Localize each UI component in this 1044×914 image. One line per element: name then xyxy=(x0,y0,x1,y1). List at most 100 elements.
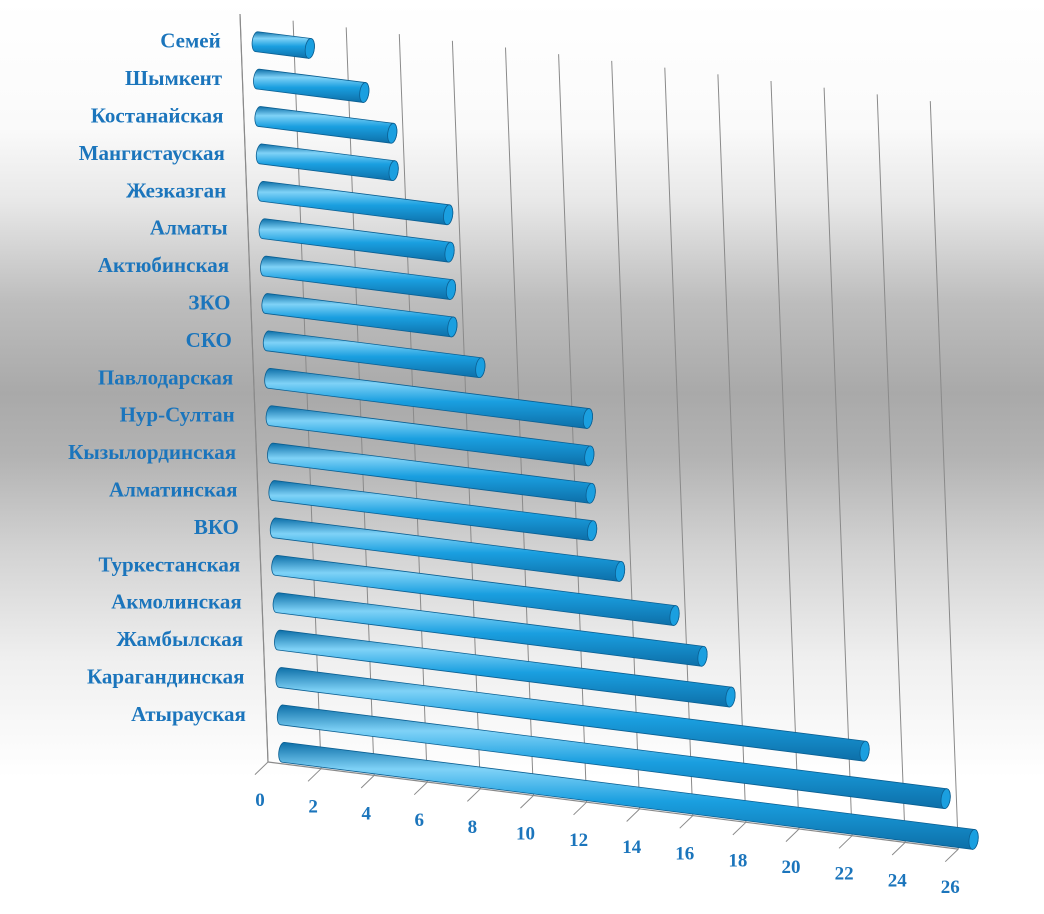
floor-tick xyxy=(732,821,747,836)
bar-cap xyxy=(584,445,595,467)
bar xyxy=(268,480,598,542)
bar xyxy=(276,704,951,809)
gridline xyxy=(823,87,853,836)
bar-cap xyxy=(387,122,398,144)
floor-tick xyxy=(891,842,906,856)
floor-tick xyxy=(254,761,269,775)
x-tick-label: 16 xyxy=(675,844,694,865)
category-label: Нур-Султан xyxy=(120,403,235,427)
bar xyxy=(260,255,456,300)
floor-tick xyxy=(785,828,800,842)
category-label: СКО xyxy=(186,328,232,352)
bar-body xyxy=(255,143,399,181)
bar xyxy=(272,592,708,667)
floor-tick xyxy=(573,801,587,816)
floor-tick xyxy=(626,808,641,822)
floor-tick xyxy=(520,795,534,809)
x-tick-label: 12 xyxy=(569,830,588,851)
bar-cap xyxy=(725,686,736,708)
bar xyxy=(265,405,595,467)
category-label: Атырауская xyxy=(131,702,246,726)
category-label: Костанайская xyxy=(91,104,224,128)
bar-cap xyxy=(447,316,458,338)
bar-body xyxy=(251,31,315,59)
category-label: Алматы xyxy=(150,216,228,240)
gridline xyxy=(876,94,906,843)
x-tick-label: 20 xyxy=(782,857,801,878)
gridline xyxy=(717,74,747,823)
category-label: ВКО xyxy=(194,515,239,539)
bar-cap xyxy=(587,520,598,542)
gridline xyxy=(664,67,694,816)
bar-cap xyxy=(669,605,680,626)
category-label: Шымкент xyxy=(125,66,223,90)
category-label: Алматинская xyxy=(109,478,238,502)
x-tick-label: 8 xyxy=(468,817,478,838)
bar-cap xyxy=(359,82,370,103)
gridline xyxy=(611,60,641,809)
bar-cap xyxy=(582,408,593,429)
bar-cap xyxy=(445,279,456,300)
category-label: Мангистауская xyxy=(79,141,225,165)
category-label: Карагандинская xyxy=(87,665,245,689)
bar xyxy=(269,517,626,582)
bar-cap xyxy=(388,160,399,181)
bar xyxy=(275,667,870,762)
gridline xyxy=(770,80,800,830)
category-label: ЗКО xyxy=(188,291,230,315)
category-label: Семей xyxy=(160,29,220,53)
x-tick-label: 24 xyxy=(888,870,908,891)
floor-tick xyxy=(838,835,853,849)
category-label: Жамбылская xyxy=(116,627,243,651)
category-label: Акмолинская xyxy=(111,590,241,614)
floor-tick xyxy=(307,768,322,782)
x-tick-label: 10 xyxy=(516,824,535,845)
bar xyxy=(278,741,979,850)
bar xyxy=(267,442,596,504)
floor-tick xyxy=(944,848,959,863)
bar-cap xyxy=(444,241,455,263)
bar-cap xyxy=(475,357,486,379)
x-tick-label: 6 xyxy=(415,810,425,831)
x-tick-label: 18 xyxy=(728,850,747,871)
bar xyxy=(254,106,398,144)
category-label: Актюбинская xyxy=(98,253,229,277)
floor-tick xyxy=(360,775,375,789)
bar-cap xyxy=(585,482,596,504)
bar xyxy=(257,180,454,226)
x-tick-label: 26 xyxy=(941,877,960,898)
bar xyxy=(262,330,486,379)
bar-cap xyxy=(968,829,979,850)
bar xyxy=(253,68,370,103)
bar-cap xyxy=(859,740,870,762)
bar xyxy=(258,218,455,263)
bar xyxy=(251,31,315,59)
floor-tick xyxy=(679,815,694,829)
bar-cap xyxy=(697,645,708,667)
bar-body xyxy=(261,293,458,338)
x-tick-label: 2 xyxy=(308,797,318,818)
bar-cap xyxy=(443,204,454,226)
bar-body xyxy=(257,180,454,226)
category-label: Жезказган xyxy=(126,178,226,202)
bar xyxy=(255,143,399,181)
gridline xyxy=(929,101,959,850)
category-label: Туркестанская xyxy=(99,552,241,576)
bar xyxy=(261,293,458,338)
x-tick-label: 14 xyxy=(622,837,642,858)
x-axis-line xyxy=(267,761,959,850)
category-label: Павлодарская xyxy=(98,365,233,389)
bar xyxy=(271,554,680,626)
bar xyxy=(274,629,736,708)
x-tick-label: 22 xyxy=(835,864,854,885)
bar-body xyxy=(253,68,370,103)
bar-cap xyxy=(304,38,315,59)
bar-cap xyxy=(615,561,626,582)
floor-tick xyxy=(413,781,428,796)
bar xyxy=(264,367,593,429)
x-tick-label: 0 xyxy=(255,790,265,811)
bar-cap xyxy=(940,788,951,809)
bar-body xyxy=(254,106,398,144)
